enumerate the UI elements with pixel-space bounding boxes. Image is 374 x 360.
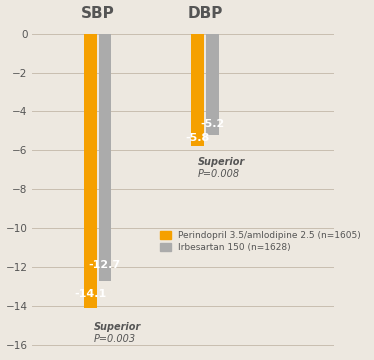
Bar: [98, 34, 111, 280]
Text: P=0.008: P=0.008: [197, 169, 240, 179]
Text: -5.8: -5.8: [186, 133, 210, 143]
Text: SBP: SBP: [81, 6, 114, 21]
Legend: Perindopril 3.5/amlodipine 2.5 (n=1605), Irbesartan 150 (n=1628): Perindopril 3.5/amlodipine 2.5 (n=1605),…: [160, 231, 361, 252]
Text: DBP: DBP: [187, 6, 223, 21]
Text: Superior: Superior: [94, 322, 141, 332]
Bar: [206, 34, 218, 135]
Text: -12.7: -12.7: [89, 260, 121, 270]
Text: P=0.003: P=0.003: [94, 334, 136, 344]
Bar: [84, 34, 96, 308]
Text: Superior: Superior: [197, 157, 245, 167]
Bar: [191, 34, 204, 147]
Text: -5.2: -5.2: [200, 119, 224, 129]
Text: -14.1: -14.1: [74, 289, 106, 299]
